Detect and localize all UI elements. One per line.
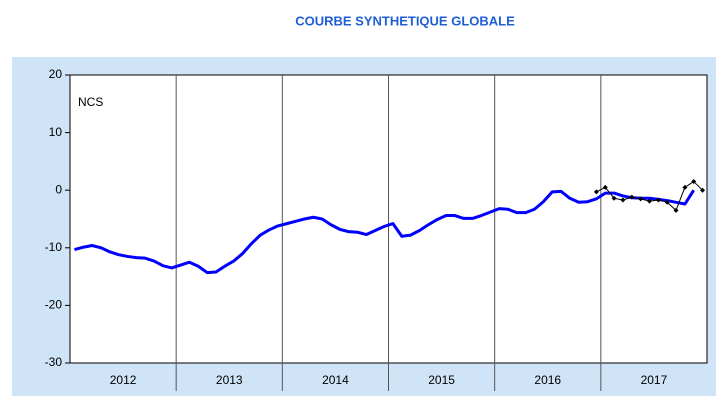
point-marker (664, 199, 670, 205)
x-category-label: 2014 (322, 373, 349, 387)
point-marker (691, 179, 697, 185)
point-marker (700, 187, 706, 193)
y-tick-label: 0 (55, 182, 62, 196)
y-tick-label: -10 (45, 240, 63, 254)
y-tick-label: 20 (49, 67, 63, 81)
x-category-label: 2016 (534, 373, 561, 387)
point-marker (602, 184, 608, 190)
point-marker (620, 197, 626, 203)
x-category-label: 2015 (428, 373, 455, 387)
point-marker (593, 189, 599, 195)
x-category-label: 2012 (110, 373, 137, 387)
x-category-label: 2017 (641, 373, 668, 387)
chart-title: COURBE SYNTHETIQUE GLOBALE (295, 13, 515, 28)
point-marker (629, 194, 635, 200)
series-line (74, 189, 695, 275)
y-tick-label: 10 (49, 125, 63, 139)
point-marker (655, 197, 661, 203)
y-tick-label: -20 (45, 298, 63, 312)
point-marker (682, 184, 688, 190)
point-marker (611, 195, 617, 201)
x-category-label: 2013 (216, 373, 243, 387)
annotation: NCS (78, 95, 103, 109)
y-tick-label: -30 (45, 355, 63, 369)
point-marker (673, 207, 679, 213)
point-marker (646, 198, 652, 204)
point-marker (638, 196, 644, 202)
